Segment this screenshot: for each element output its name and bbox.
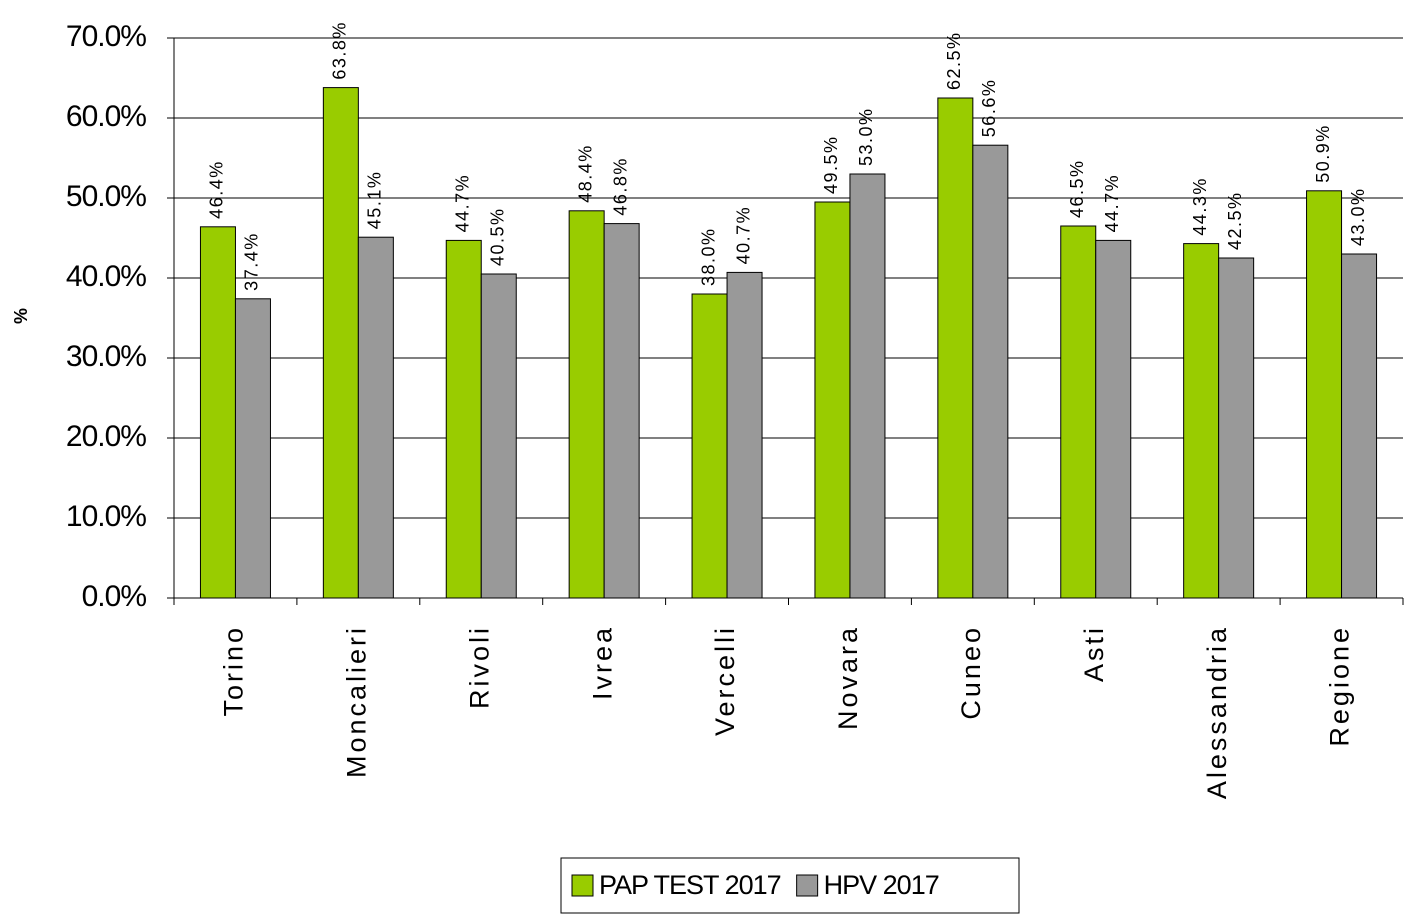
x-tick-label: Vercelli (710, 625, 740, 736)
bar (445, 239, 482, 599)
x-tick-label: Moncalieri (341, 625, 371, 778)
bar (726, 271, 763, 599)
bar (568, 210, 605, 599)
value-label: 49.5% (821, 135, 841, 194)
y-tick-label: 50.0% (66, 180, 146, 213)
bar (603, 223, 640, 599)
bar (1095, 239, 1132, 599)
legend-box (560, 857, 1020, 914)
value-label: 40.5% (488, 207, 508, 266)
x-tick-label: Asti (1079, 625, 1109, 682)
value-label: 44.3% (1190, 177, 1210, 236)
value-label: 45.1% (365, 171, 385, 230)
y-tick-label: 70.0% (66, 20, 146, 53)
value-label: 40.7% (733, 206, 753, 265)
x-tick-label: Rivoli (464, 625, 494, 709)
y-tick-label: 0.0% (82, 580, 147, 613)
bar (972, 144, 1009, 599)
bar (322, 87, 359, 599)
bar (357, 236, 394, 599)
bar (1218, 257, 1255, 599)
x-tick-label: Torino (219, 625, 249, 717)
bar (937, 97, 974, 599)
bar (1306, 190, 1343, 599)
value-label: 50.9% (1313, 124, 1333, 183)
y-tick-label: 10.0% (66, 500, 146, 533)
x-tick-label: Ivrea (587, 625, 617, 700)
value-label: 48.4% (575, 144, 595, 203)
value-label: 43.0% (1348, 187, 1368, 246)
bar (199, 226, 236, 599)
y-tick-label: 40.0% (66, 260, 146, 293)
value-label: 46.5% (1067, 159, 1087, 218)
x-tick-label: Alessandria (1202, 625, 1232, 799)
y-tick-label: 20.0% (66, 420, 146, 453)
legend-swatch (796, 874, 819, 897)
bar (1183, 243, 1220, 599)
y-axis-label: % (11, 308, 31, 324)
bar (1060, 225, 1097, 599)
bar (234, 298, 271, 599)
bar (1341, 253, 1378, 599)
value-label: 44.7% (1102, 174, 1122, 233)
value-label: 46.4% (207, 160, 227, 219)
y-tick-label: 30.0% (66, 340, 146, 373)
value-label: 42.5% (1225, 191, 1245, 250)
value-label: 37.4% (242, 232, 262, 291)
bar (814, 201, 851, 599)
bar (849, 173, 886, 599)
x-tick-label: Regione (1325, 625, 1355, 747)
value-label: 63.8% (330, 21, 350, 80)
legend-swatch (571, 874, 594, 897)
x-tick-label: Cuneo (956, 625, 986, 720)
value-label: 62.5% (944, 31, 964, 90)
bar (691, 293, 728, 599)
legend-label: PAP TEST 2017 (599, 870, 781, 900)
legend-label: HPV 2017 (824, 870, 939, 900)
value-label: 46.8% (610, 157, 630, 216)
x-tick-label: Novara (833, 625, 863, 730)
value-label: 38.0% (698, 227, 718, 286)
bar (480, 273, 517, 599)
y-tick-label: 60.0% (66, 100, 146, 133)
value-label: 56.6% (979, 79, 999, 138)
value-label: 53.0% (856, 107, 876, 166)
value-label: 44.7% (453, 174, 473, 233)
